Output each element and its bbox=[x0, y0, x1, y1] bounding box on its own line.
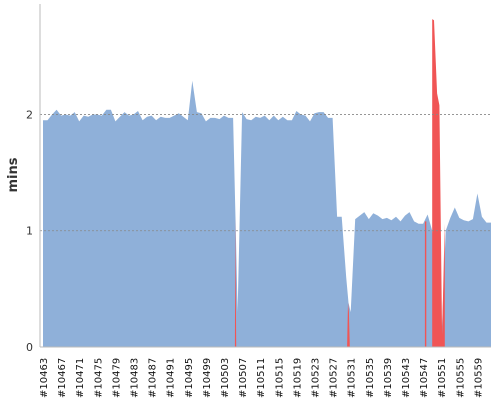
area-layer bbox=[43, 19, 491, 347]
x-tick-label: #10539 bbox=[383, 358, 394, 398]
x-tick-label: #10555 bbox=[455, 358, 466, 398]
x-tick-label: #10523 bbox=[311, 358, 322, 398]
axis-layer bbox=[39, 4, 491, 348]
x-tick-label: #10503 bbox=[220, 358, 231, 398]
x-tick-label: #10531 bbox=[347, 358, 358, 398]
x-tick-label: #10467 bbox=[57, 358, 68, 398]
x-tick-labels: #10463 #10467 #10471 #10475 #10479 #10483 #104… bbox=[39, 358, 484, 398]
x-tick-label: #10551 bbox=[437, 358, 448, 398]
highlight-area-1 bbox=[234, 216, 237, 347]
x-tick-label: #10519 bbox=[292, 358, 303, 398]
highlight-area-2 bbox=[347, 302, 350, 347]
x-tick-label: #10463 bbox=[39, 358, 50, 398]
x-tick-label: #10475 bbox=[93, 358, 104, 398]
x-tick-label: #10507 bbox=[238, 358, 249, 398]
grid-layer bbox=[40, 114, 491, 232]
y-axis-title: mins bbox=[6, 157, 21, 192]
y-tick-labels: 0 1 2 bbox=[26, 108, 33, 354]
x-tick-label: #10515 bbox=[274, 358, 285, 398]
highlight-area-4 bbox=[432, 19, 445, 347]
series-area bbox=[43, 80, 491, 347]
x-tick-label: #10491 bbox=[166, 358, 177, 398]
y-tick-label: 1 bbox=[26, 225, 33, 238]
x-tick-label: #10487 bbox=[148, 358, 159, 398]
x-tick-label: #10511 bbox=[256, 358, 267, 398]
y-tick-label: 0 bbox=[26, 341, 33, 354]
x-tick-label: #10535 bbox=[365, 358, 376, 398]
highlight-area-3 bbox=[424, 221, 427, 347]
x-tick-label: #10499 bbox=[202, 358, 213, 398]
y-tick-label: 2 bbox=[26, 108, 33, 121]
x-tick-label: #10559 bbox=[473, 358, 484, 398]
x-tick-label: #10527 bbox=[329, 358, 340, 398]
x-tick-label: #10495 bbox=[184, 358, 195, 398]
x-tick-label: #10543 bbox=[401, 358, 412, 398]
x-tick-label: #10483 bbox=[130, 358, 141, 398]
x-tick-label: #10479 bbox=[111, 358, 122, 398]
x-tick-label: #10547 bbox=[419, 358, 430, 398]
x-tick-label: #10471 bbox=[75, 358, 86, 398]
